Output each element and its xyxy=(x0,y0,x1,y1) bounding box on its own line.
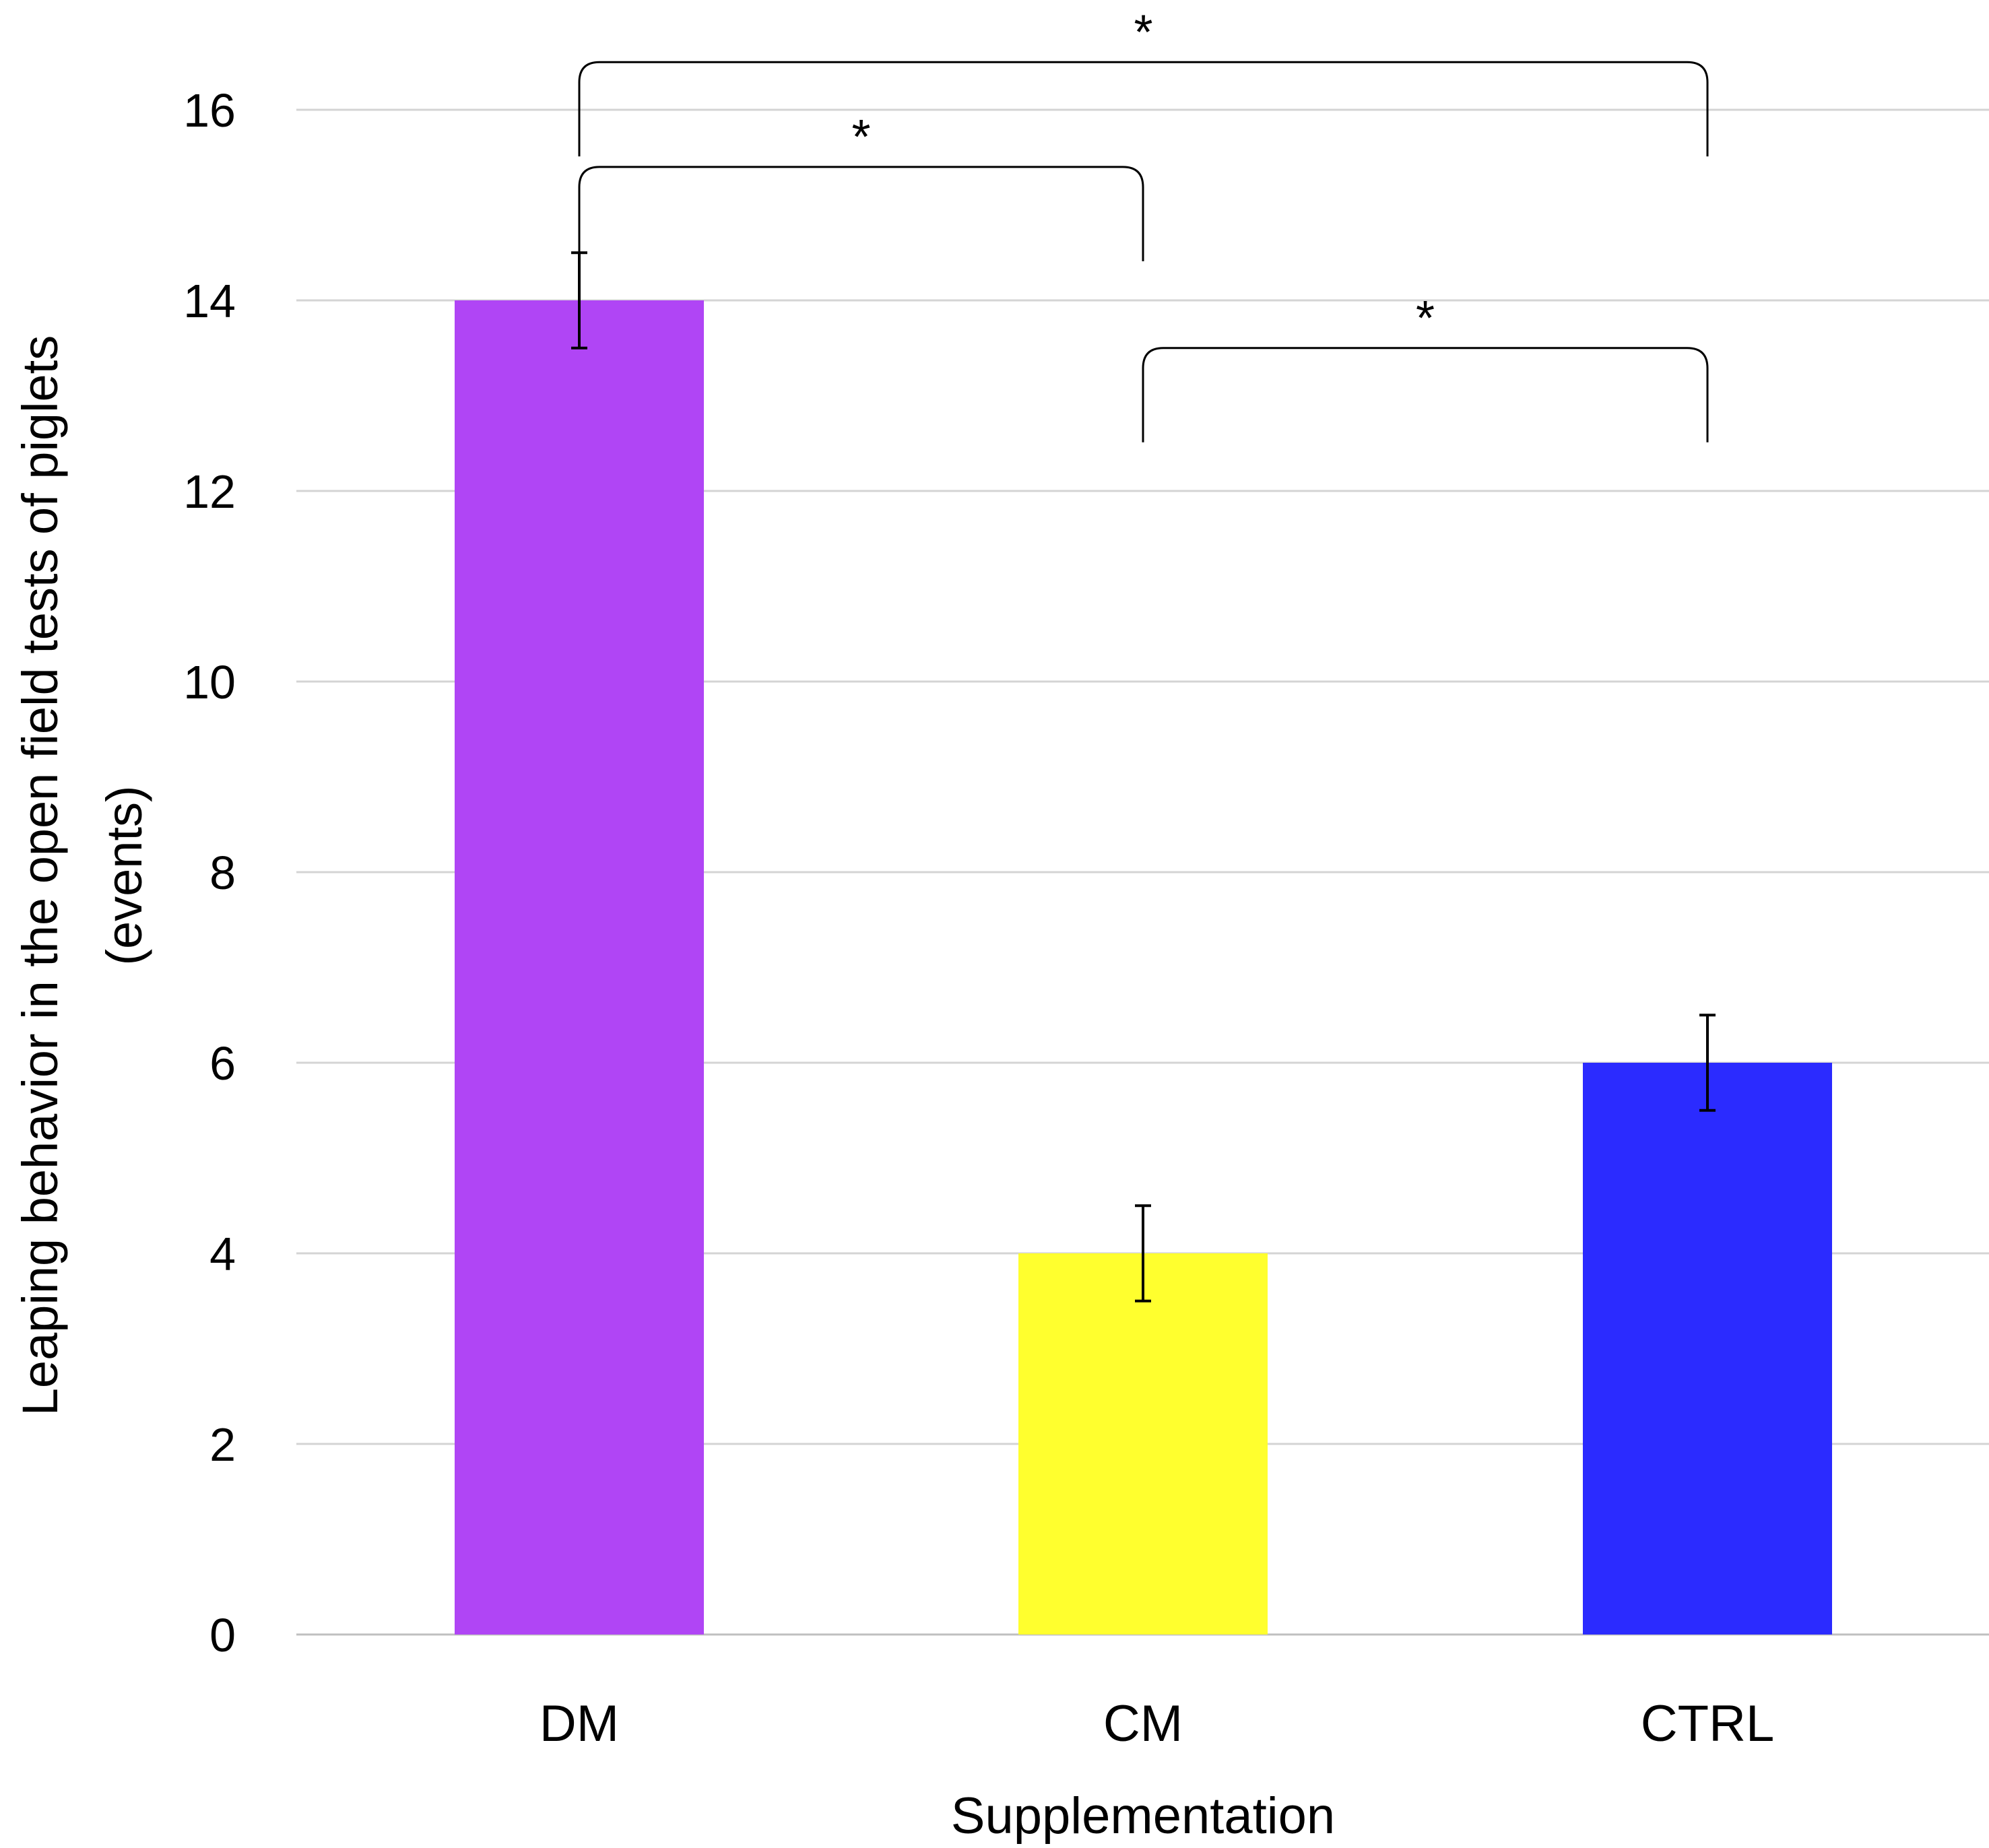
y-tick-label-2: 2 xyxy=(209,1418,236,1471)
x-axis-ticks: DM CM CTRL xyxy=(540,1695,1774,1752)
error-bars xyxy=(571,251,1716,1302)
error-bar-ctrl xyxy=(1699,1014,1716,1112)
error-bar-cm xyxy=(1135,1204,1151,1302)
y-axis-label-line1: Leaping behavior in the open field tests… xyxy=(12,335,68,1416)
y-tick-label-6: 6 xyxy=(209,1037,236,1090)
significance-bracket-dm-cm xyxy=(578,166,1144,261)
bars xyxy=(455,300,1832,1635)
significance-star-0: * xyxy=(1134,5,1152,59)
significance-star-2: * xyxy=(1416,292,1435,345)
y-tick-label-16: 16 xyxy=(183,84,236,137)
x-tick-label-ctrl: CTRL xyxy=(1641,1695,1774,1752)
significance-bracket-dm-ctrl xyxy=(578,61,1709,157)
x-axis-label: Supplementation xyxy=(951,1787,1335,1845)
y-tick-label-14: 14 xyxy=(183,275,236,327)
x-tick-label-dm: DM xyxy=(540,1695,619,1752)
bar-cm xyxy=(1018,1253,1268,1635)
y-axis-label-line2: (events) xyxy=(96,785,152,965)
bar-ctrl xyxy=(1583,1063,1832,1635)
y-tick-label-4: 4 xyxy=(209,1228,236,1280)
significance-bracket-cm-ctrl xyxy=(1142,347,1709,442)
significance-brackets: * * * xyxy=(578,5,1709,442)
x-tick-label-cm: CM xyxy=(1103,1695,1183,1752)
y-tick-label-10: 10 xyxy=(183,656,236,708)
y-tick-label-12: 12 xyxy=(183,465,236,518)
y-tick-label-0: 0 xyxy=(209,1609,236,1661)
bar-dm xyxy=(455,300,704,1635)
significance-star-1: * xyxy=(851,110,870,164)
y-axis-ticks: 0 2 4 6 8 10 12 14 16 xyxy=(183,84,236,1661)
y-tick-label-8: 8 xyxy=(209,847,236,899)
